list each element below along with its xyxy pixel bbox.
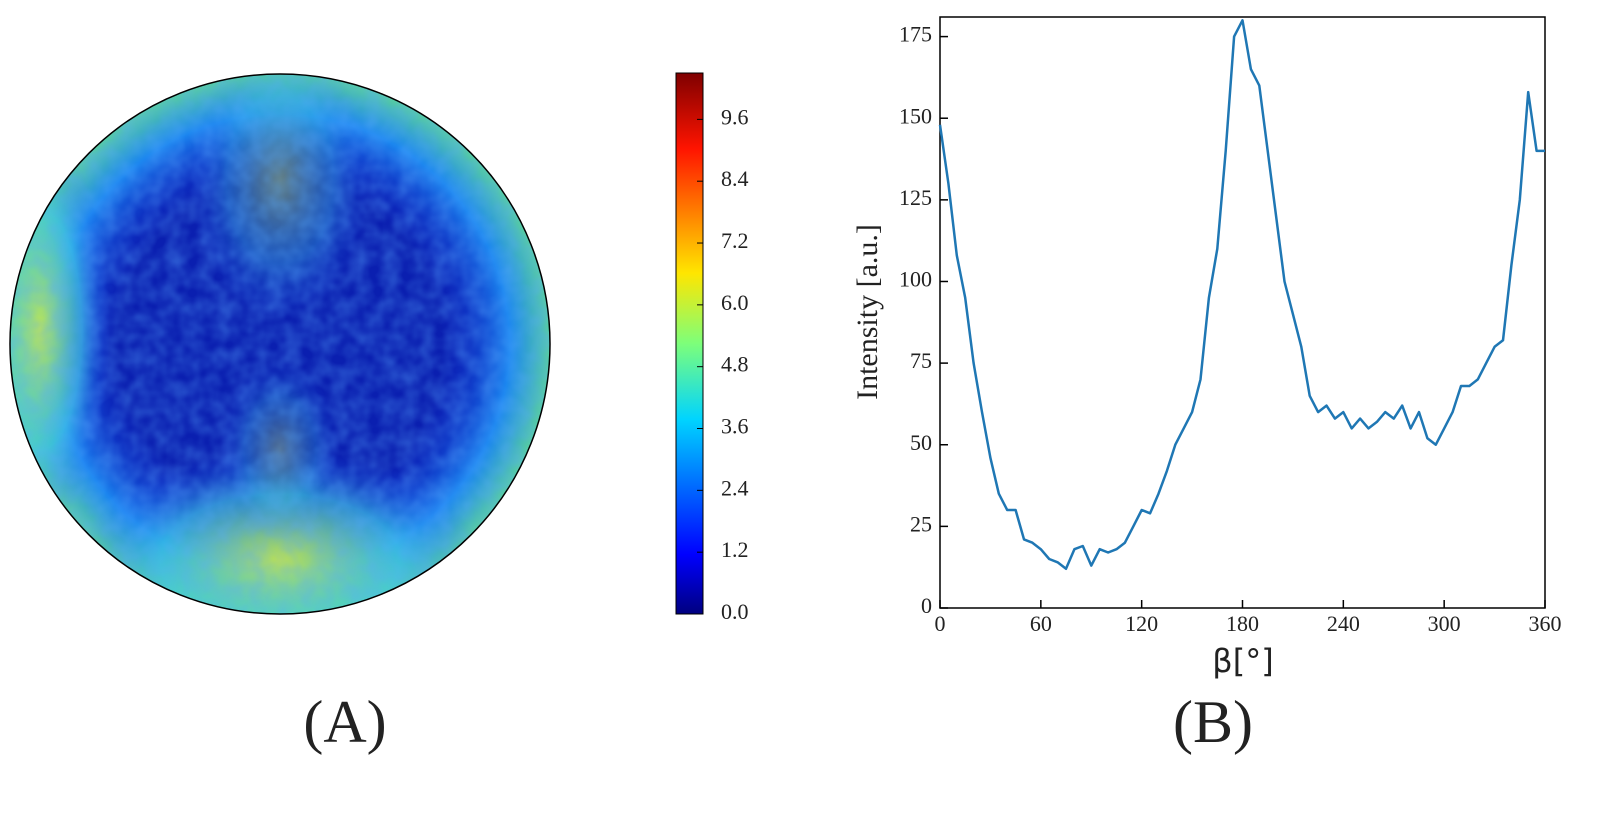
plot-frame: [939, 16, 1546, 609]
data-line: [938, 19, 1545, 571]
x-tick-label: 0: [935, 611, 946, 636]
x-tick-label: 60: [1030, 611, 1052, 636]
x-tick-label: 120: [1125, 611, 1158, 636]
y-tick-label: 100: [899, 267, 932, 292]
colorbar: [675, 72, 704, 615]
colorbar-tick-label: 7.2: [721, 228, 749, 253]
colorbar-tick-label: 3.6: [721, 414, 749, 439]
y-tick-label: 25: [910, 511, 932, 536]
x-tick-label: 240: [1327, 611, 1360, 636]
y-axis-label: Intensity [a.u.]: [851, 224, 884, 400]
caption: (B): [1173, 689, 1253, 755]
x-axis-label: β[°]: [1212, 642, 1273, 680]
x-tick-label: 180: [1226, 611, 1259, 636]
colorbar-tick-label: 8.4: [721, 166, 749, 191]
colorbar-tick-label: 9.6: [721, 104, 749, 129]
y-tick-label: 75: [910, 348, 932, 373]
pole-figure: [10, 74, 550, 614]
colorbar-tick-label: 2.4: [721, 475, 749, 500]
y-tick-label: 175: [899, 22, 932, 47]
y-tick-label: 125: [899, 185, 932, 210]
y-tick-label: 150: [899, 103, 932, 128]
x-tick-label: 300: [1428, 611, 1461, 636]
colorbar-tick-label: 0.0: [721, 599, 749, 624]
y-tick-label: 50: [910, 430, 932, 455]
pole-outline: [9, 73, 551, 615]
colorbar-tick-label: 4.8: [721, 352, 749, 377]
y-tick-label: 0: [921, 593, 932, 618]
x-tick-label: 360: [1529, 611, 1562, 636]
caption: (A): [303, 689, 386, 755]
colorbar-tick-label: 1.2: [721, 537, 749, 562]
colorbar-tick-label: 6.0: [721, 290, 749, 315]
